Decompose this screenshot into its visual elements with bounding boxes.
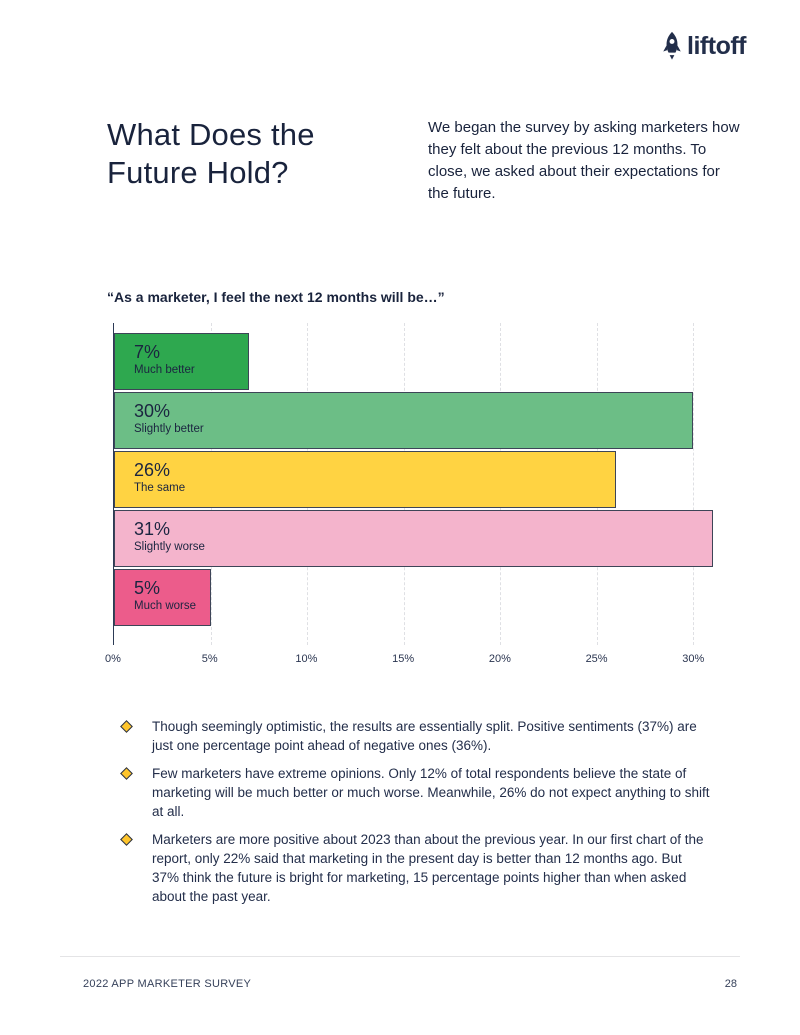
bar-much-better: 7% Much better <box>114 333 250 390</box>
bar-row: 5% Much worse <box>114 569 761 626</box>
diamond-bullet-icon <box>120 833 133 846</box>
intro-paragraph: We began the survey by asking marketers … <box>428 119 740 202</box>
x-tick-label: 20% <box>488 653 511 665</box>
bullet-list: Though seemingly optimistic, the results… <box>120 717 714 915</box>
footer-divider <box>60 956 740 957</box>
bar-chart: 7% Much better 30% Slightly better 26% The sa… <box>105 323 761 673</box>
chart-title: “As a marketer, I feel the next 12 month… <box>107 289 445 305</box>
bar-value-label: 26% <box>134 460 171 480</box>
x-tick-label: 15% <box>392 653 415 665</box>
bar-much-worse: 5% Much worse <box>114 569 211 626</box>
diamond-bullet-icon <box>120 767 133 780</box>
page-title: What Does the Future Hold? <box>107 116 377 192</box>
x-tick-label: 5% <box>201 653 218 665</box>
bullet-text: Marketers are more positive about 2023 t… <box>152 832 704 904</box>
footer-report-name: 2022 APP MARKETER SURVEY <box>83 978 252 990</box>
bullet-text: Few marketers have extreme opinions. Onl… <box>152 766 710 819</box>
bar-the-same: 26% The same <box>114 451 617 508</box>
bar-category-label: Slightly worse <box>134 541 205 553</box>
bar-row: 30% Slightly better <box>114 392 761 449</box>
x-tick-label: 10% <box>295 653 318 665</box>
chart-plot: 7% Much better 30% Slightly better 26% The sa… <box>113 323 761 645</box>
bar-category-label: Slightly better <box>134 423 204 435</box>
bullet-item: Few marketers have extreme opinions. Onl… <box>120 764 714 821</box>
bar-value-label: 30% <box>134 401 171 421</box>
page-title-line2: Future Hold? <box>107 155 289 190</box>
x-tick-label: 30% <box>682 653 705 665</box>
liftoff-logo: liftoff <box>661 31 746 61</box>
bar-category-label: The same <box>134 482 186 494</box>
bar-slightly-better: 30% Slightly better <box>114 392 694 449</box>
bar-value-label: 31% <box>134 519 171 539</box>
bullet-item: Marketers are more positive about 2023 t… <box>120 830 714 906</box>
bar-slightly-worse: 31% Slightly worse <box>114 510 713 567</box>
bar-category-label: Much worse <box>134 600 196 612</box>
logo-wordmark: liftoff <box>687 31 746 60</box>
bar-value-label: 7% <box>134 342 161 362</box>
page-title-line1: What Does the <box>107 117 315 152</box>
chart-x-axis: 0% 5% 10% 15% 20% 25% 30% <box>105 653 761 673</box>
bullet-item: Though seemingly optimistic, the results… <box>120 717 714 755</box>
bar-row: 31% Slightly worse <box>114 510 761 567</box>
x-tick-label: 25% <box>585 653 608 665</box>
bar-row: 7% Much better <box>114 333 761 390</box>
x-tick-label: 0% <box>105 653 121 665</box>
diamond-bullet-icon <box>120 720 133 733</box>
footer-page-number: 28 <box>724 978 737 990</box>
bar-category-label: Much better <box>134 364 195 376</box>
bar-value-label: 5% <box>134 578 161 598</box>
chart-gridline <box>693 323 695 645</box>
rocket-icon <box>661 31 683 61</box>
bar-row: 26% The same <box>114 451 761 508</box>
bullet-text: Though seemingly optimistic, the results… <box>152 719 697 753</box>
